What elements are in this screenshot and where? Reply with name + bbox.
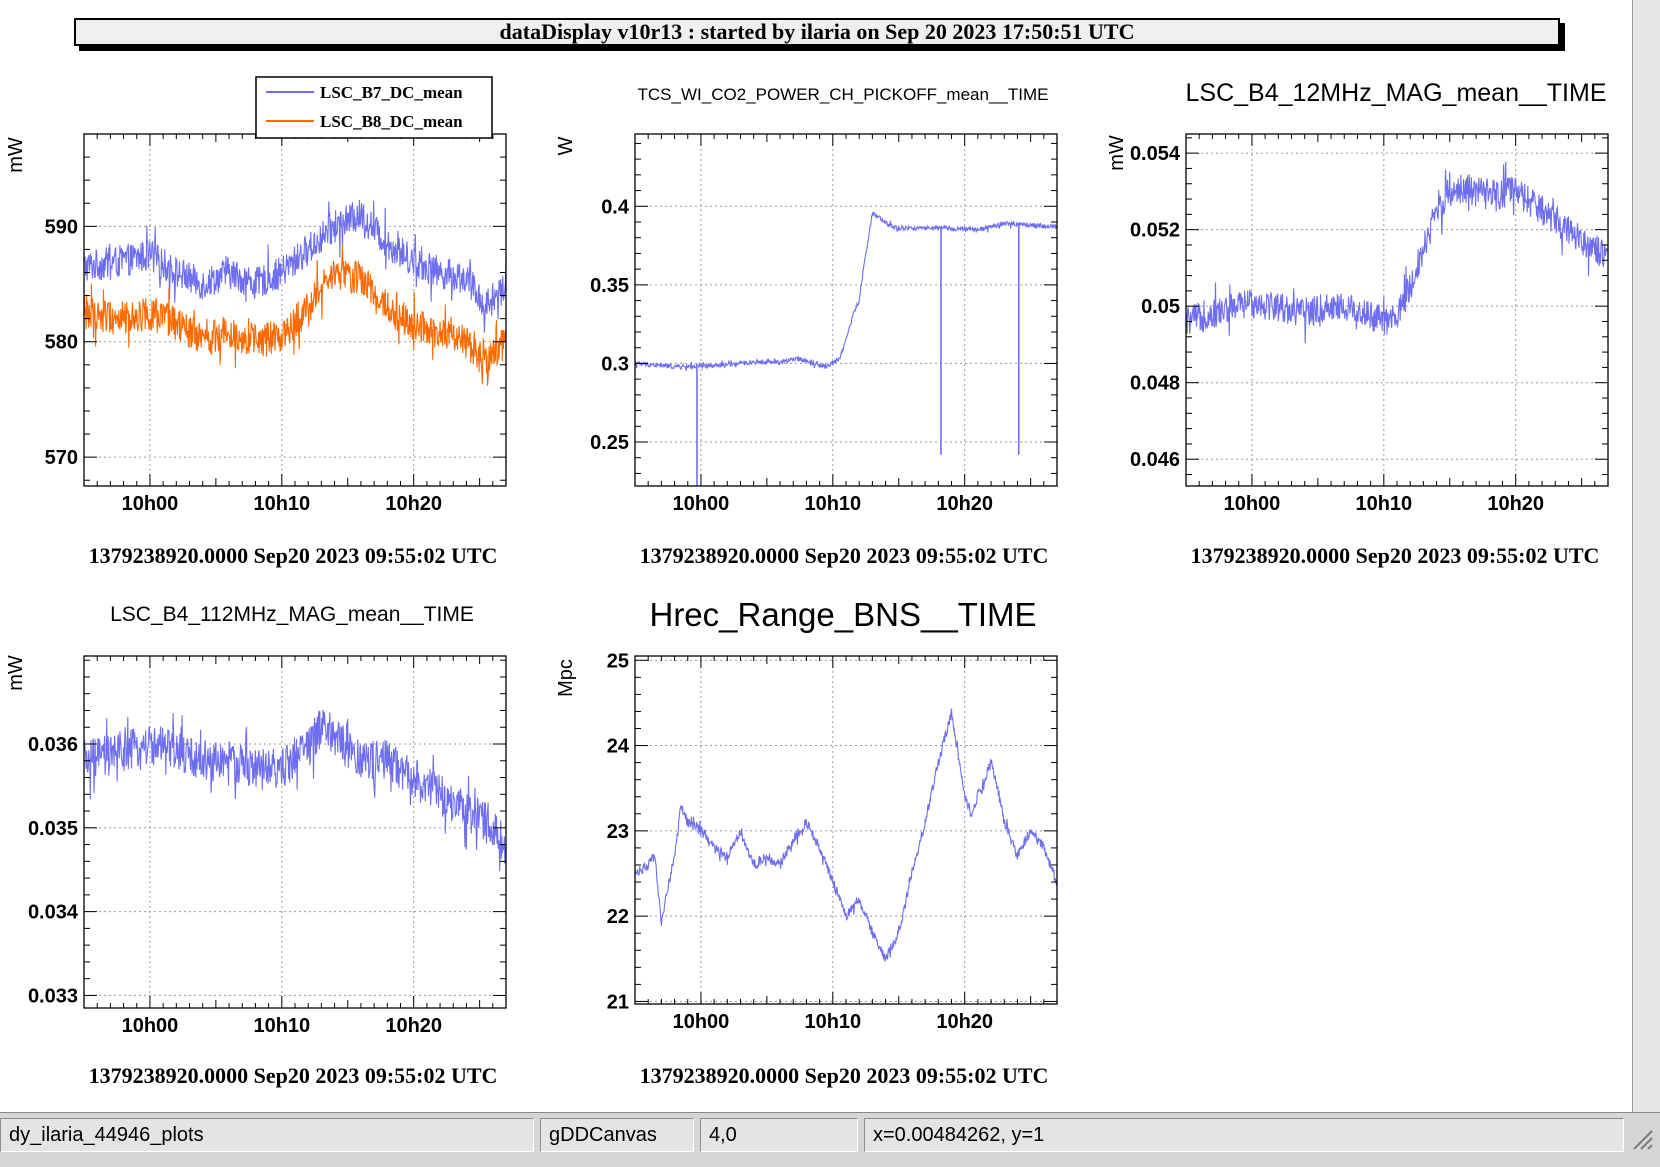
y-tick-label: 0.033 (28, 985, 78, 1007)
status-field-canvas-name: dy_ilaria_44946_plots (0, 1118, 534, 1152)
chart-5: 10h00 10h10 10h20 21 22 23 24 25 Mpc Hrec_Range_B… (555, 596, 1058, 1088)
chart-title: TCS_WI_CO2_POWER_CH_PICKOFF_mean__TIME (638, 85, 1049, 104)
y-tick-label: 0.036 (28, 734, 78, 756)
x-tick-label: 10h20 (936, 1011, 993, 1033)
chart-footer-timestamp: 1379238920.0000 Sep20 2023 09:55:02 UTC (89, 543, 498, 568)
x-tick-label: 10h10 (804, 1011, 861, 1033)
chart-3: 10h00 10h10 10h20 0.046 0.048 0.05 0.052 0.054m… (1106, 79, 1609, 568)
y-axis-label: mW (5, 655, 27, 691)
series-line-1 (84, 709, 506, 872)
series-line-1 (635, 708, 1057, 962)
chart-4: 10h00 10h10 10h20 0.033 0.034 0.035 0.036 mW LSC… (5, 603, 507, 1088)
series-line-2 (84, 244, 506, 386)
y-tick-label: 580 (45, 332, 78, 354)
chart-title: LSC_B4_112MHz_MAG_mean__TIME (110, 603, 474, 626)
legend-entry: LSC_B7_DC_mean (320, 83, 463, 102)
chart-title: Hrec_Range_BNS__TIME (649, 596, 1036, 633)
y-axis-label: mW (1106, 135, 1128, 171)
y-tick-label: 24 (607, 736, 630, 758)
plot-frame (634, 133, 1058, 487)
window-right-edge (1632, 0, 1660, 1120)
y-tick-label: 0.3 (601, 353, 629, 375)
y-tick-label: 570 (45, 447, 78, 469)
chart-title: LSC_B4_12MHz_MAG_mean__TIME (1185, 79, 1606, 107)
y-tick-label: 21 (607, 991, 629, 1013)
y-tick-label: 0.4 (601, 196, 630, 218)
y-tick-label: 23 (607, 821, 629, 843)
y-tick-label: 0.35 (590, 275, 629, 297)
y-tick-label: 0.035 (28, 818, 78, 840)
x-tick-label: 10h20 (936, 493, 993, 515)
x-tick-label: 10h20 (1487, 493, 1544, 515)
chart-footer-timestamp: 1379238920.0000 Sep20 2023 09:55:02 UTC (1191, 543, 1600, 568)
x-tick-label: 10h00 (673, 1011, 730, 1033)
y-tick-label: 0.05 (1141, 296, 1180, 318)
legend-box (255, 76, 493, 139)
y-tick-label: 590 (45, 216, 78, 238)
x-tick-label: 10h10 (253, 1015, 310, 1037)
x-tick-label: 10h00 (122, 1015, 179, 1037)
status-field-pad: 4,0 (700, 1118, 858, 1152)
status-field-object: gDDCanvas (540, 1118, 694, 1152)
chart-1: 10h00 10h10 10h20 570 580 590 mW 1379238920.000… (5, 76, 507, 568)
x-tick-label: 10h10 (1355, 493, 1412, 515)
x-tick-label: 10h10 (804, 493, 861, 515)
chart-footer-timestamp: 1379238920.0000 Sep20 2023 09:55:02 UTC (640, 543, 1049, 568)
series-line-1 (84, 199, 506, 333)
y-axis-label: Mpc (555, 659, 577, 697)
canvas-title: dataDisplay v10r13 : started by ilaria o… (499, 19, 1135, 44)
x-tick-label: 10h00 (122, 493, 179, 515)
y-tick-label: 0.25 (590, 432, 629, 454)
series-line-1 (1186, 161, 1608, 344)
series-line-1 (635, 211, 1057, 372)
y-tick-label: 0.034 (28, 902, 79, 924)
chart-footer-timestamp: 1379238920.0000 Sep20 2023 09:55:02 UTC (89, 1063, 498, 1088)
y-tick-label: 0.052 (1130, 220, 1180, 242)
resize-grip-icon[interactable] (1630, 1127, 1654, 1151)
y-tick-label: 0.046 (1130, 449, 1180, 471)
y-axis-label: mW (5, 137, 27, 173)
y-tick-label: 22 (607, 906, 629, 928)
status-bar: dy_ilaria_44946_plots gDDCanvas 4,0 x=0.… (0, 1112, 1660, 1167)
plot-frame (83, 655, 507, 1009)
chart-footer-timestamp: 1379238920.0000 Sep20 2023 09:55:02 UTC (640, 1063, 1049, 1088)
x-tick-label: 10h20 (385, 1015, 442, 1037)
y-tick-label: 25 (607, 650, 629, 672)
y-axis-label: W (555, 136, 577, 155)
y-tick-label: 0.054 (1130, 143, 1181, 165)
chart-2: 10h00 10h10 10h20 0.25 0.3 0.35 0.4 W TCS_WI_CO2… (555, 85, 1058, 568)
status-field-coordinates: x=0.00484262, y=1 (864, 1118, 1624, 1152)
x-tick-label: 10h00 (1224, 493, 1281, 515)
legend-entry: LSC_B8_DC_mean (320, 112, 463, 131)
legend: LSC_B7_DC_mean LSC_B8_DC_mean (255, 76, 493, 139)
y-tick-label: 0.048 (1130, 373, 1180, 395)
x-tick-label: 10h10 (253, 493, 310, 515)
x-tick-label: 10h00 (673, 493, 730, 515)
canvas-title-banner: dataDisplay v10r13 : started by ilaria o… (74, 18, 1560, 46)
plot-frame (1185, 133, 1609, 487)
x-tick-label: 10h20 (385, 493, 442, 515)
